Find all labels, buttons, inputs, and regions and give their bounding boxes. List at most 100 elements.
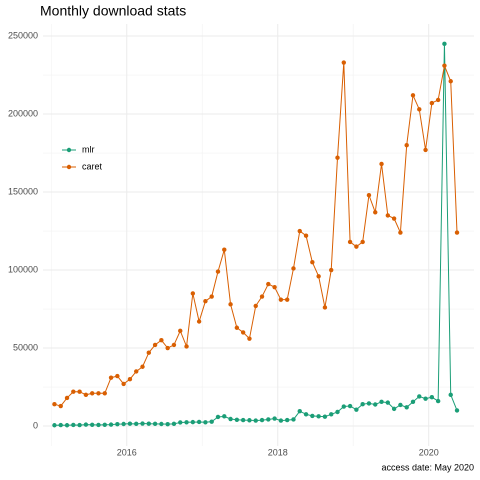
point bbox=[178, 328, 183, 334]
point bbox=[77, 422, 82, 428]
point bbox=[335, 409, 340, 415]
point bbox=[329, 267, 334, 273]
point bbox=[259, 417, 265, 423]
point bbox=[171, 342, 177, 348]
point bbox=[152, 421, 158, 427]
point bbox=[379, 399, 384, 405]
point bbox=[297, 228, 302, 234]
point bbox=[417, 107, 422, 112]
point bbox=[190, 291, 196, 296]
point bbox=[228, 416, 233, 422]
point bbox=[454, 230, 460, 235]
point bbox=[272, 416, 277, 421]
point bbox=[102, 391, 107, 396]
point bbox=[121, 381, 126, 387]
point bbox=[278, 297, 284, 302]
point bbox=[379, 161, 384, 167]
point bbox=[184, 344, 189, 349]
point bbox=[423, 147, 428, 153]
point bbox=[240, 417, 246, 423]
point bbox=[108, 422, 114, 427]
point bbox=[278, 418, 284, 423]
point bbox=[442, 63, 447, 68]
legend-label: mlr bbox=[82, 144, 95, 154]
y-tick-label: 0 bbox=[33, 420, 38, 430]
point bbox=[52, 401, 57, 407]
point bbox=[190, 419, 196, 425]
point bbox=[222, 414, 227, 419]
y-tick-label: 100000 bbox=[8, 264, 38, 274]
point bbox=[215, 269, 221, 274]
point bbox=[291, 266, 296, 271]
point bbox=[360, 239, 365, 245]
point bbox=[435, 398, 441, 404]
point bbox=[322, 305, 328, 310]
point bbox=[83, 422, 89, 427]
point bbox=[134, 421, 139, 427]
point bbox=[83, 392, 89, 398]
point bbox=[127, 377, 133, 382]
x-tick-label: 2018 bbox=[268, 447, 288, 457]
point bbox=[89, 391, 95, 396]
point bbox=[303, 412, 309, 417]
point bbox=[329, 412, 334, 417]
point bbox=[115, 373, 120, 379]
point bbox=[404, 405, 409, 410]
point bbox=[247, 418, 252, 423]
point bbox=[165, 421, 170, 427]
point bbox=[253, 418, 258, 423]
point bbox=[266, 417, 271, 422]
point bbox=[171, 421, 177, 427]
point bbox=[102, 422, 107, 427]
point bbox=[71, 422, 76, 428]
point bbox=[435, 97, 441, 103]
point bbox=[373, 402, 378, 407]
point bbox=[234, 417, 240, 422]
legend-label: caret bbox=[82, 161, 103, 171]
point bbox=[316, 414, 321, 419]
point bbox=[184, 420, 189, 425]
point bbox=[209, 419, 214, 424]
point bbox=[259, 294, 265, 299]
point bbox=[297, 409, 302, 414]
point bbox=[310, 260, 315, 265]
point bbox=[366, 401, 372, 406]
point bbox=[391, 216, 397, 221]
point bbox=[347, 239, 353, 245]
point bbox=[398, 230, 403, 235]
point bbox=[146, 421, 152, 426]
point bbox=[429, 100, 435, 106]
point bbox=[96, 422, 101, 428]
point bbox=[108, 375, 114, 380]
point bbox=[178, 420, 183, 425]
point bbox=[165, 345, 170, 351]
legend-key-point bbox=[66, 147, 72, 153]
chart-title: Monthly download stats bbox=[40, 3, 186, 19]
point bbox=[423, 396, 428, 401]
point bbox=[203, 420, 208, 425]
x-tick-label: 2020 bbox=[419, 447, 439, 457]
legend-key-point bbox=[66, 164, 72, 170]
point bbox=[448, 79, 453, 84]
point bbox=[253, 303, 258, 309]
y-tick-label: 50000 bbox=[13, 342, 38, 352]
point bbox=[291, 417, 296, 422]
y-tick-label: 250000 bbox=[8, 30, 38, 40]
point bbox=[71, 389, 76, 394]
point bbox=[284, 417, 290, 423]
point bbox=[354, 244, 359, 249]
point bbox=[316, 274, 321, 279]
point bbox=[442, 41, 447, 47]
point bbox=[58, 422, 63, 428]
point bbox=[140, 364, 145, 369]
point bbox=[134, 369, 139, 374]
point bbox=[272, 284, 277, 290]
point bbox=[152, 342, 158, 348]
point bbox=[391, 406, 397, 412]
point bbox=[341, 60, 346, 65]
point bbox=[404, 143, 409, 148]
point bbox=[410, 93, 416, 98]
point bbox=[303, 233, 309, 238]
point bbox=[247, 336, 252, 341]
